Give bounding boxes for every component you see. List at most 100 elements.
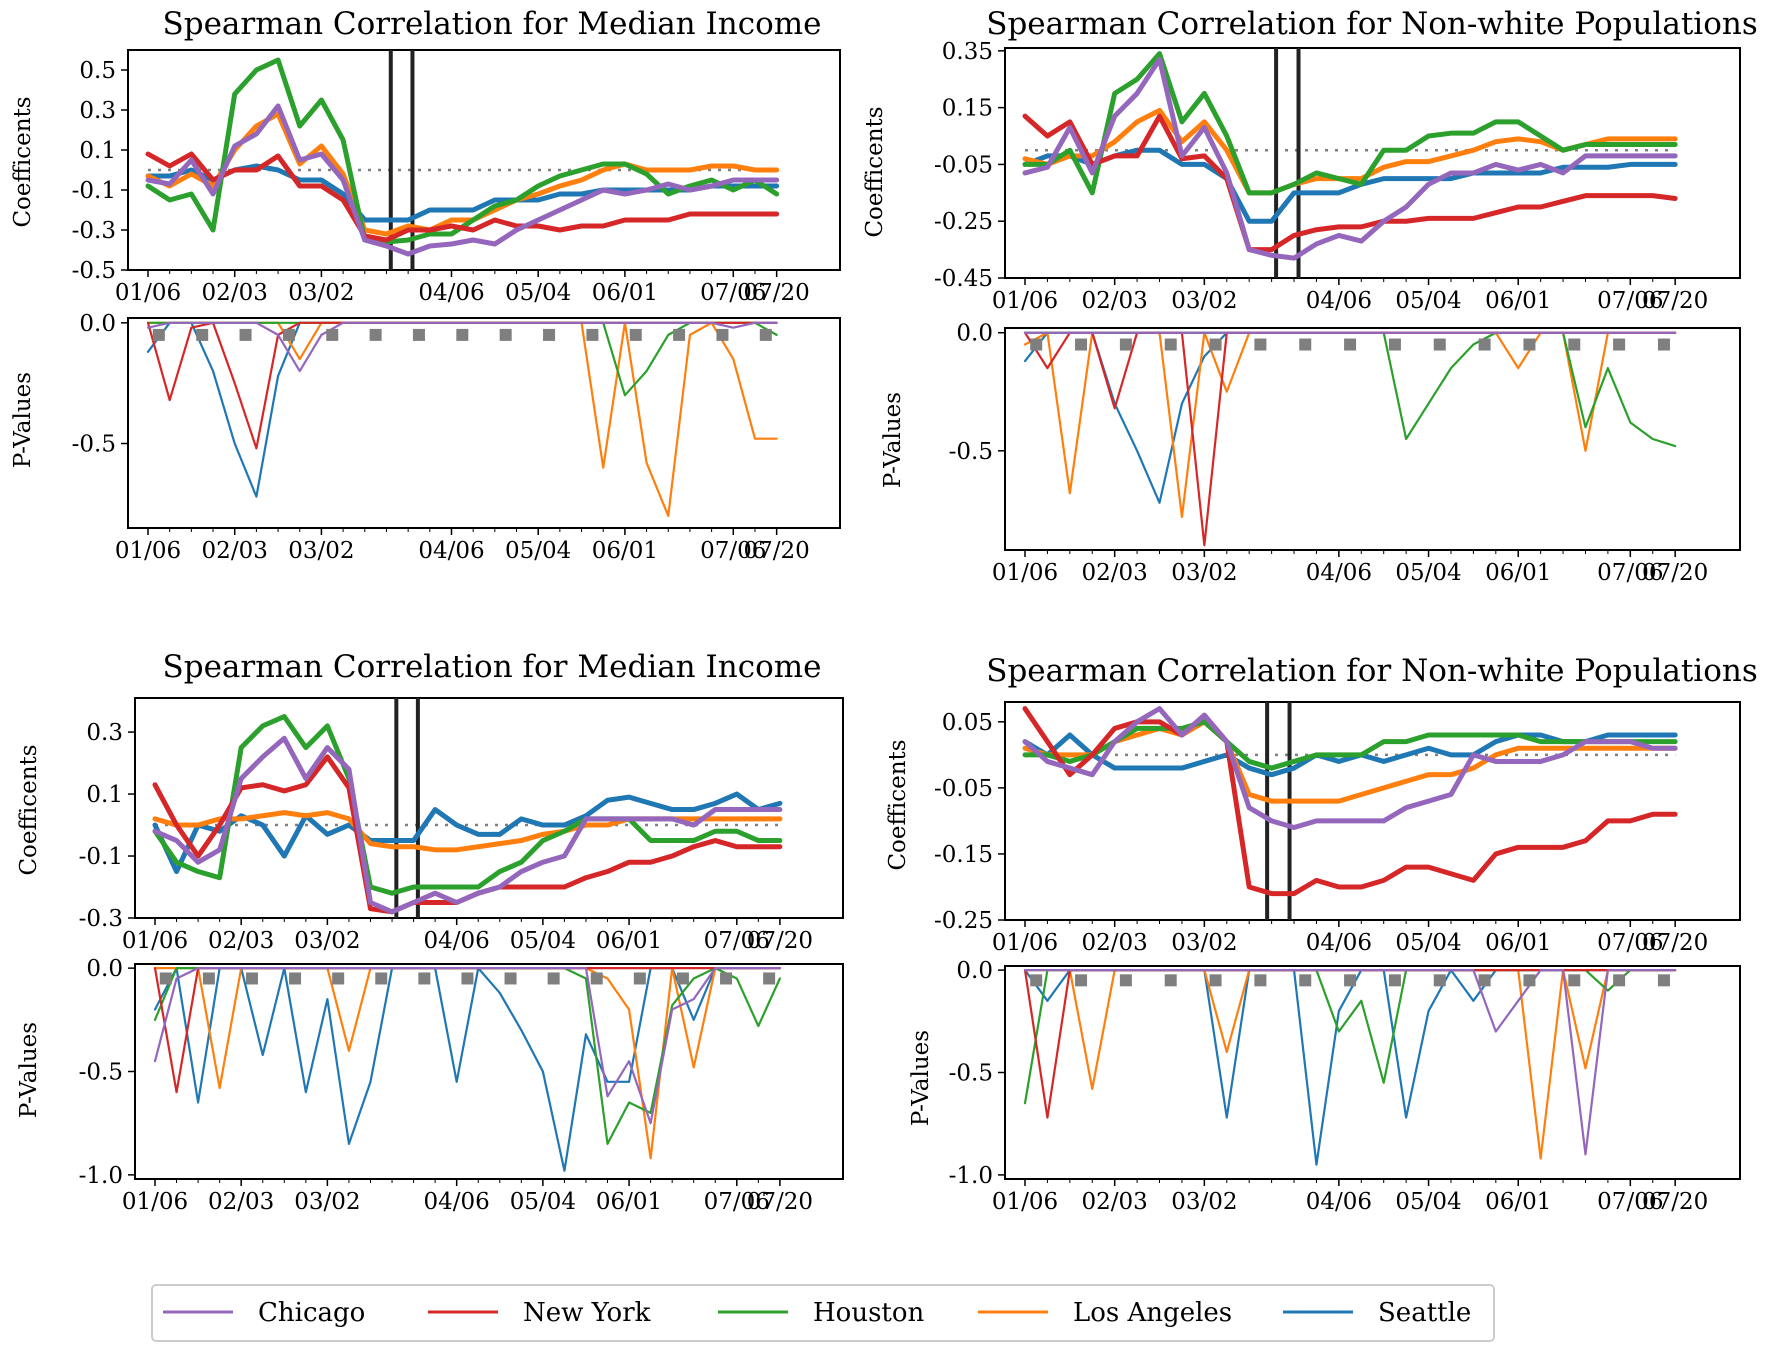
xtick-label-p4c-5: 06/01 bbox=[1485, 930, 1551, 956]
series-line-p3p-chicago bbox=[153, 967, 782, 1125]
threshold-marker-p1p-3 bbox=[282, 328, 295, 341]
xtick-label-p2c-4: 05/04 bbox=[1395, 288, 1461, 314]
xtick-label-p2c-1: 02/03 bbox=[1082, 288, 1148, 314]
threshold-marker-p3p-8 bbox=[504, 972, 517, 985]
threshold-marker-p2p-0 bbox=[1030, 338, 1043, 351]
subplot-p4p: 0.0 -0.5 -1.001/06 02/03 03/02 04/06 05/04 06/0… bbox=[949, 958, 1741, 1215]
ylabel-coefficients-bottom-left: Coefficents bbox=[16, 744, 42, 875]
xtick-label-p3c-5: 06/01 bbox=[596, 928, 662, 954]
ytick-label-p1c-3: -0.1 bbox=[72, 178, 116, 204]
xtick-label-p3p-3: 04/06 bbox=[424, 1189, 490, 1215]
threshold-marker-p1p-8 bbox=[499, 328, 512, 341]
subplot-p3c: 0.3 0.1 -0.1 -0.301/06 02/03 03/02 04/06 05/04 0… bbox=[79, 697, 844, 954]
ylabel-coefficients-top-left: Coefficents bbox=[10, 96, 36, 227]
xtick-label-p2c-5: 06/01 bbox=[1485, 288, 1551, 314]
xtick-label-p1c-7: 07/20 bbox=[743, 280, 809, 306]
ytick-label-p3p-2: -1.0 bbox=[79, 1163, 123, 1189]
ytick-label-p2p-0: 0.0 bbox=[956, 321, 993, 347]
ytick-label-p2c-0: 0.35 bbox=[942, 39, 993, 65]
threshold-marker-p4p-9 bbox=[1433, 974, 1446, 987]
xtick-label-p2c-0: 01/06 bbox=[992, 288, 1058, 314]
xtick-label-p4p-1: 02/03 bbox=[1082, 1189, 1148, 1215]
ytick-label-p1c-2: 0.1 bbox=[79, 138, 116, 164]
threshold-marker-p3p-0 bbox=[159, 972, 172, 985]
threshold-marker-p2p-9 bbox=[1433, 338, 1446, 351]
xtick-label-p2p-7: 07/20 bbox=[1642, 560, 1708, 586]
xtick-label-p4c-4: 05/04 bbox=[1395, 930, 1461, 956]
series-line-p1c-seattle bbox=[145, 163, 780, 223]
xtick-label-p2c-6: 07/06 bbox=[1597, 288, 1663, 314]
series-line-p4p-chicago bbox=[1023, 968, 1677, 1156]
threshold-marker-p2p-8 bbox=[1388, 338, 1401, 351]
threshold-marker-p1p-13 bbox=[716, 328, 729, 341]
series-line-p3c-seattle bbox=[152, 791, 783, 875]
threshold-marker-p1p-1 bbox=[196, 328, 209, 341]
ytick-label-p3c-1: 0.1 bbox=[86, 782, 123, 808]
xtick-label-p4c-2: 03/02 bbox=[1171, 930, 1237, 956]
ytick-label-p2p-1: -0.5 bbox=[949, 439, 993, 465]
xtick-label-p3c-2: 03/02 bbox=[294, 928, 360, 954]
xtick-label-p1c-2: 03/02 bbox=[288, 280, 354, 306]
xtick-label-p4p-6: 07/06 bbox=[1597, 1189, 1663, 1215]
threshold-marker-p4p-2 bbox=[1119, 974, 1132, 987]
ytick-label-p3p-1: -0.5 bbox=[79, 1060, 123, 1086]
xtick-label-p3p-5: 06/01 bbox=[596, 1189, 662, 1215]
axes-frame-p1p bbox=[127, 317, 841, 529]
xtick-label-p3p-7: 07/20 bbox=[747, 1189, 813, 1215]
legend-label-new-york: New York bbox=[523, 1298, 651, 1328]
ylabel-pvalues-bottom-left: P-Values bbox=[16, 1022, 42, 1118]
ytick-label-p1c-4: -0.3 bbox=[72, 218, 116, 244]
threshold-marker-p3p-4 bbox=[332, 972, 345, 985]
ytick-label-p3c-3: -0.3 bbox=[79, 906, 123, 932]
xtick-label-p4c-3: 04/06 bbox=[1306, 930, 1372, 956]
series-line-p1c-los-angeles bbox=[145, 111, 780, 237]
xtick-label-p4p-0: 01/06 bbox=[992, 1189, 1058, 1215]
xtick-label-p1p-2: 03/02 bbox=[288, 538, 354, 564]
threshold-marker-p2p-5 bbox=[1254, 338, 1267, 351]
threshold-marker-p3p-5 bbox=[375, 972, 388, 985]
xtick-label-p3c-3: 04/06 bbox=[424, 928, 490, 954]
xtick-label-p2c-2: 03/02 bbox=[1171, 288, 1237, 314]
threshold-marker-p2p-3 bbox=[1164, 338, 1177, 351]
threshold-marker-p2p-10 bbox=[1478, 338, 1491, 351]
xtick-label-p3p-2: 03/02 bbox=[294, 1189, 360, 1215]
series-line-p4c-chicago bbox=[1022, 706, 1678, 831]
ytick-label-p1c-1: 0.3 bbox=[79, 98, 116, 124]
subplot-p3p: 0.0 -0.5 -1.001/06 02/03 03/02 04/06 05/04 06/0… bbox=[79, 956, 844, 1215]
threshold-marker-p4p-8 bbox=[1388, 974, 1401, 987]
xtick-label-p2p-3: 04/06 bbox=[1306, 560, 1372, 586]
xtick-label-p1c-0: 01/06 bbox=[115, 280, 181, 306]
threshold-marker-p1p-14 bbox=[759, 328, 772, 341]
threshold-marker-p1p-2 bbox=[239, 328, 252, 341]
threshold-marker-p4p-14 bbox=[1657, 974, 1670, 987]
title-bottom-right: Spearman Correlation for Non-white Popul… bbox=[986, 653, 1758, 689]
threshold-marker-p4p-6 bbox=[1299, 974, 1312, 987]
xtick-label-p1c-3: 04/06 bbox=[418, 280, 484, 306]
threshold-marker-p4p-0 bbox=[1030, 974, 1043, 987]
legend-label-chicago: Chicago bbox=[258, 1298, 365, 1328]
xtick-label-p2p-0: 01/06 bbox=[992, 560, 1058, 586]
xtick-label-p3p-6: 07/06 bbox=[704, 1189, 770, 1215]
axes-frame-p4c bbox=[1004, 701, 1741, 921]
threshold-marker-p1p-12 bbox=[673, 328, 686, 341]
threshold-marker-p2p-6 bbox=[1299, 338, 1312, 351]
legend-frame bbox=[151, 1284, 1495, 1342]
threshold-marker-p4p-12 bbox=[1568, 974, 1581, 987]
ytick-label-p2c-3: -0.25 bbox=[934, 209, 993, 235]
ytick-label-p4p-2: -1.0 bbox=[949, 1163, 993, 1189]
threshold-marker-p3p-3 bbox=[289, 972, 302, 985]
xtick-label-p4c-6: 07/06 bbox=[1597, 930, 1663, 956]
axes-frame-p3c bbox=[134, 697, 844, 919]
threshold-marker-p2p-12 bbox=[1568, 338, 1581, 351]
xtick-label-p1p-5: 06/01 bbox=[592, 538, 658, 564]
xtick-label-p2p-1: 02/03 bbox=[1082, 560, 1148, 586]
xtick-label-p1p-7: 07/20 bbox=[743, 538, 809, 564]
threshold-marker-p2p-14 bbox=[1657, 338, 1670, 351]
series-line-p1c-chicago bbox=[145, 103, 780, 257]
ytick-label-p2c-2: -0.05 bbox=[934, 152, 993, 178]
legend-label-houston: Houston bbox=[813, 1298, 925, 1328]
threshold-marker-p4p-3 bbox=[1164, 974, 1177, 987]
xtick-label-p3p-0: 01/06 bbox=[122, 1189, 188, 1215]
